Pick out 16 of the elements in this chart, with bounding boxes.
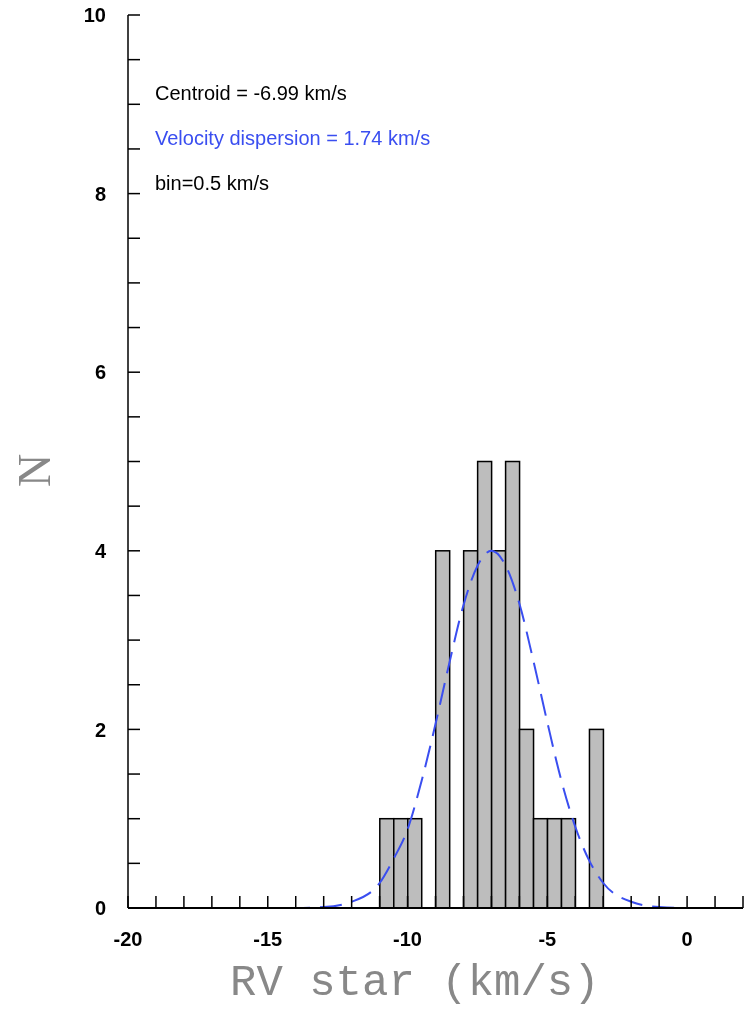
annotation: Centroid = -6.99 km/s: [155, 82, 347, 105]
x-axis-title: RV star (km/s): [230, 958, 600, 1008]
y-axis-title: N: [8, 453, 62, 487]
text: Velocity dispersion = 1.74 km/s: [155, 127, 431, 150]
y-tick-label: 0: [94, 897, 106, 920]
y-tick-label: 4: [94, 539, 107, 562]
x-tick-label: -15: [253, 928, 283, 951]
y-tick-label: 2: [94, 718, 106, 741]
annotation: bin=0.5 km/s: [155, 172, 269, 195]
x-tick-label: 0: [681, 928, 693, 951]
x-tick-label: -5: [538, 928, 557, 951]
y-tick-label: 6: [94, 361, 106, 384]
x-tick-label: -20: [113, 928, 143, 951]
y-tick-label: 10: [83, 4, 106, 27]
y-tick-label: 8: [94, 182, 106, 205]
x-tick-label: -10: [393, 928, 422, 951]
